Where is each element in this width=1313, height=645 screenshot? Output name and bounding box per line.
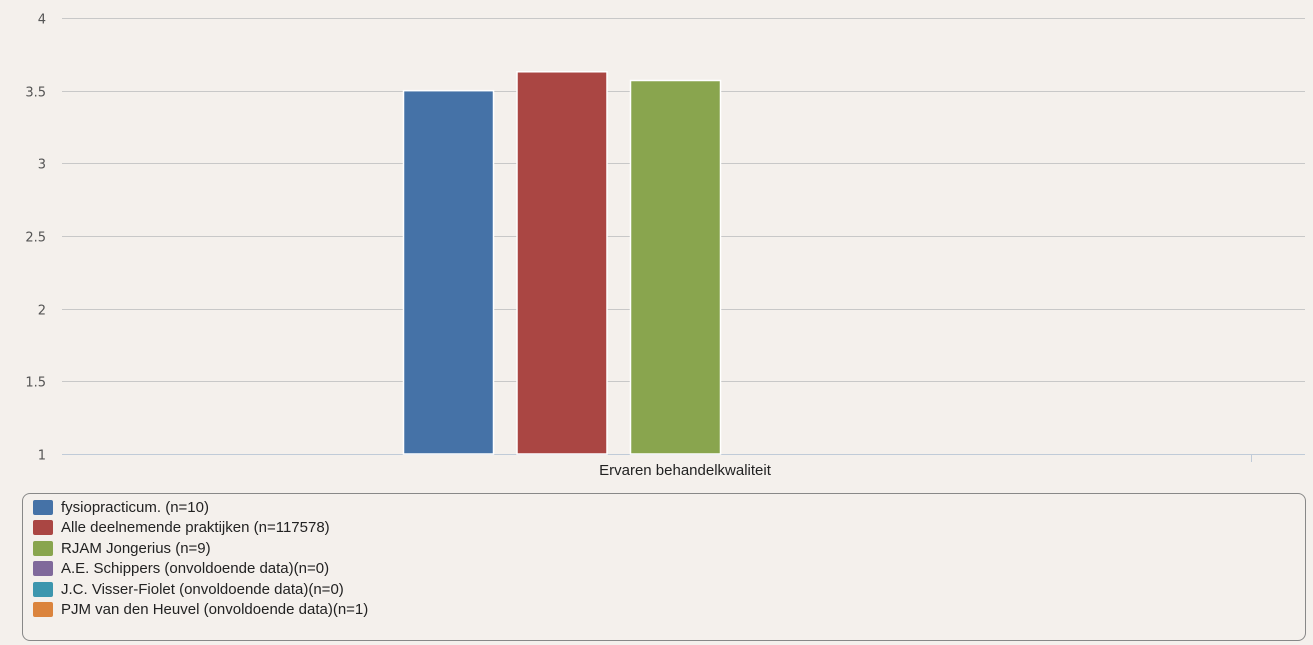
y-tick-label: 1 [38,449,46,464]
legend-label: RJAM Jongerius (n=9) [61,539,211,557]
legend-item[interactable]: A.E. Schippers (onvoldoende data)(n=0) [33,559,1305,580]
legend: fysiopracticum. (n=10) Alle deelnemende p… [22,493,1306,641]
bar-1[interactable] [516,71,608,455]
legend-swatch [33,581,53,597]
legend-swatch [33,561,53,577]
bar-2[interactable] [629,79,722,455]
legend-label: J.C. Visser-Fiolet (onvoldoende data)(n=… [61,580,344,598]
y-tick-label: 3 [38,158,46,173]
legend-label: Alle deelnemende praktijken (n=117578) [61,519,330,537]
legend-item[interactable]: Alle deelnemende praktijken (n=117578) [33,518,1305,539]
legend-swatch [33,540,53,556]
legend-item[interactable]: J.C. Visser-Fiolet (onvoldoende data)(n=… [33,579,1305,600]
legend-swatch [33,499,53,515]
legend-item[interactable]: RJAM Jongerius (n=9) [33,538,1305,559]
y-tick-label: 3.5 [25,86,46,101]
legend-label: A.E. Schippers (onvoldoende data)(n=0) [61,560,330,578]
bar-chart: 1 1.5 2 2.5 3 3.5 4 Ervaren behandelkwaliteit [25,13,1305,479]
bar-0[interactable] [402,89,495,455]
legend-swatch [33,602,53,618]
y-tick-label: 2 [38,304,46,319]
legend-label: PJM van den Heuvel (onvoldoende data)(n=… [61,601,369,619]
y-tick-label: 2.5 [25,231,46,246]
legend-swatch [33,520,53,536]
y-tick-label: 1.5 [25,376,46,391]
bars [402,71,722,455]
y-axis: 1 1.5 2 2.5 3 3.5 4 [25,13,46,464]
legend-item[interactable]: PJM van den Heuvel (onvoldoende data)(n=… [33,600,1305,621]
legend-label: fysiopracticum. (n=10) [61,498,209,516]
x-axis: Ervaren behandelkwaliteit [599,454,1252,479]
legend-item[interactable]: fysiopracticum. (n=10) [33,497,1305,518]
y-tick-label: 4 [38,13,46,28]
x-category-label: Ervaren behandelkwaliteit [599,462,772,479]
